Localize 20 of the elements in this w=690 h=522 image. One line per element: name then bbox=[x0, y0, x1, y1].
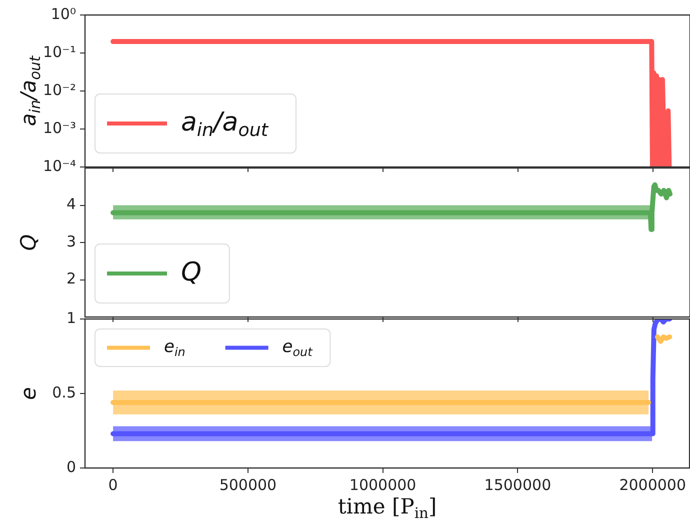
y-tick-label: 0 bbox=[66, 458, 76, 476]
y-tick-label: 10⁻² bbox=[42, 80, 76, 99]
x-tick-label: 0 bbox=[108, 476, 118, 494]
y-tick-label: 0.5 bbox=[52, 383, 76, 402]
x-tick-label: 500000 bbox=[219, 476, 277, 494]
y-tick-label: 2 bbox=[66, 270, 76, 288]
y-tick-label: 4 bbox=[66, 195, 76, 214]
x-tick-label: 2000000 bbox=[619, 476, 686, 494]
y-axis-title: ain/aout bbox=[16, 54, 44, 126]
y-tick-label: 10⁻⁴ bbox=[42, 156, 76, 175]
y-tick-label: 3 bbox=[66, 232, 76, 250]
y-axis-title: Q bbox=[16, 234, 40, 251]
x-tick-label: 1000000 bbox=[349, 476, 416, 494]
y-tick-label: 10⁻³ bbox=[42, 118, 76, 137]
y-tick-label: 1 bbox=[66, 308, 76, 327]
y-tick-label: 10⁻¹ bbox=[42, 42, 76, 61]
y-tick-label: 10⁰ bbox=[50, 4, 76, 23]
legend-label: Q bbox=[181, 257, 202, 288]
y-axis-title: e bbox=[16, 387, 40, 400]
x-tick-label: 1500000 bbox=[484, 476, 552, 494]
